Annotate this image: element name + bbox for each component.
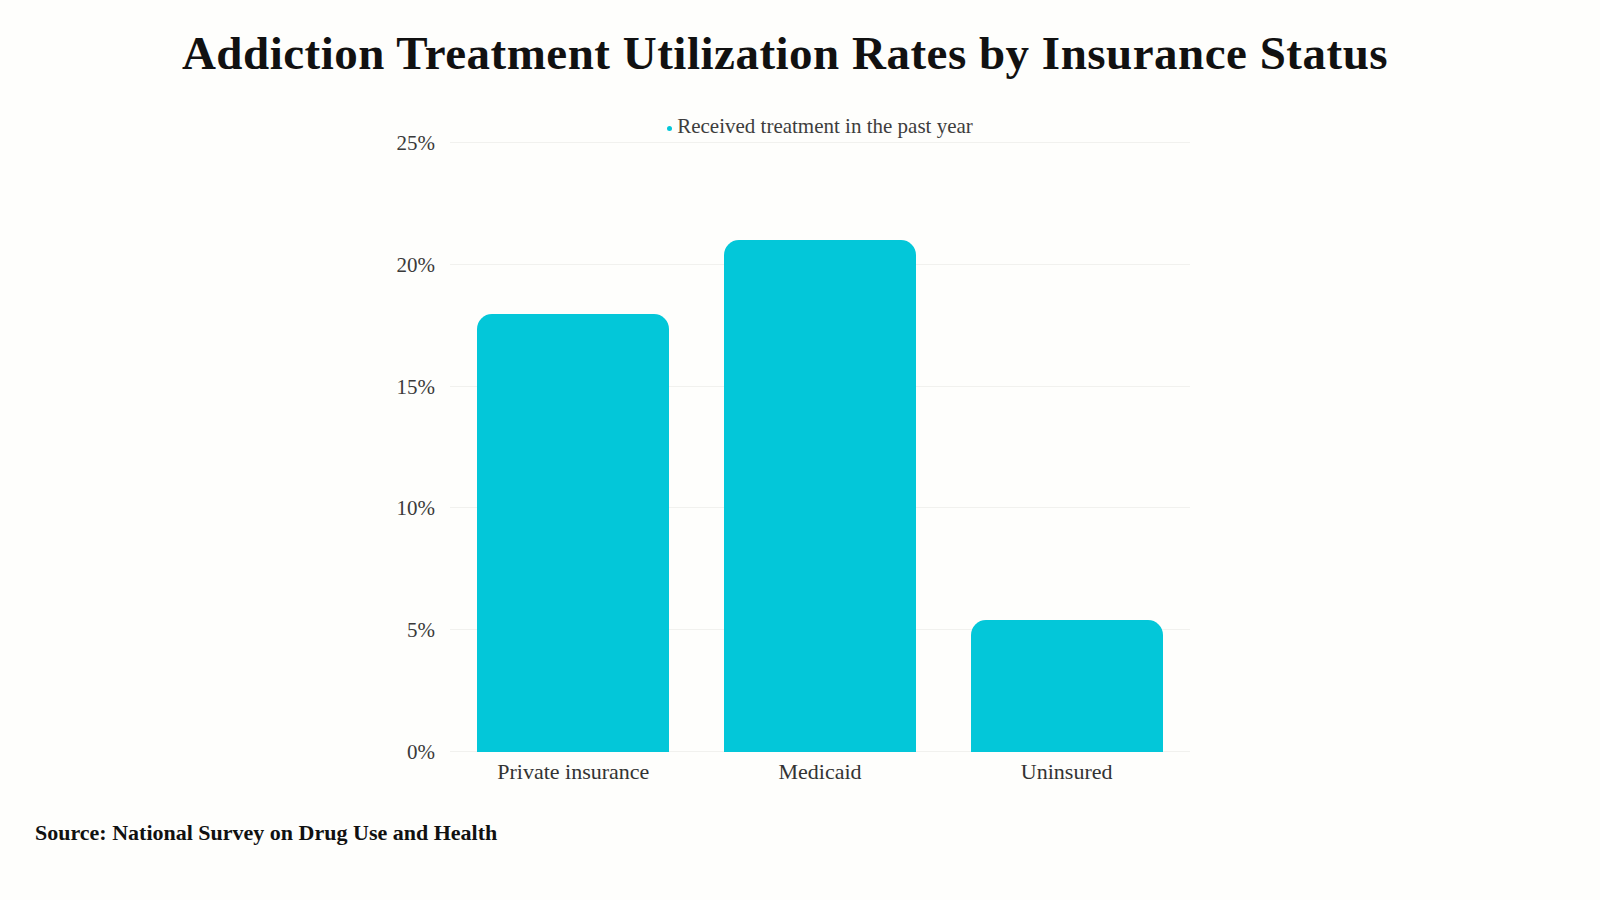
- y-tick-label-10: 10%: [325, 497, 435, 519]
- legend-label: Received treatment in the past year: [677, 114, 973, 139]
- source-note: Source: National Survey on Drug Use and …: [35, 820, 497, 846]
- gridline-25: [450, 142, 1190, 143]
- y-tick-label-15: 15%: [325, 376, 435, 398]
- x-tick-label-medicaid: Medicaid: [697, 759, 944, 785]
- bar-uninsured: [971, 620, 1163, 752]
- legend: Received treatment in the past year: [450, 114, 1190, 139]
- y-tick-label-5: 5%: [325, 619, 435, 641]
- x-tick-label-uninsured: Uninsured: [943, 759, 1190, 785]
- x-tick-label-private-insurance: Private insurance: [450, 759, 697, 785]
- bar-medicaid: [724, 240, 916, 752]
- legend-marker-dot-icon: [667, 126, 672, 131]
- chart-title: Addiction Treatment Utilization Rates by…: [0, 26, 1570, 80]
- bar-private-insurance: [477, 314, 669, 752]
- y-tick-label-20: 20%: [325, 254, 435, 276]
- plot-area: 0%5%10%15%20%25%Private insuranceMedicai…: [450, 143, 1190, 752]
- y-tick-label-25: 25%: [325, 132, 435, 154]
- y-tick-label-0: 0%: [325, 741, 435, 763]
